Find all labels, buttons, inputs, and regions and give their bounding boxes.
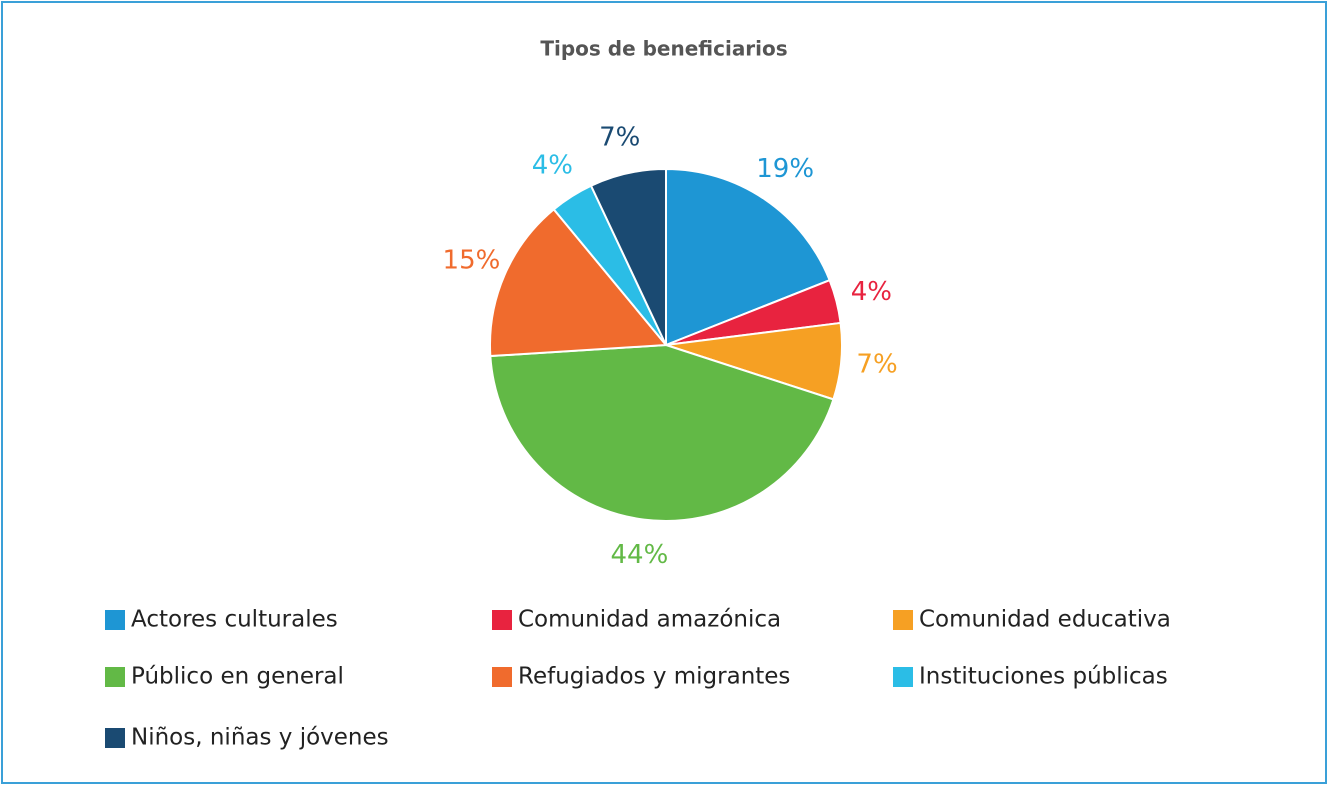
data-label: 7% xyxy=(599,123,640,153)
pie-slice xyxy=(665,167,831,347)
data-label: 4% xyxy=(532,151,573,181)
pie-slice xyxy=(489,343,835,522)
legend-swatch xyxy=(105,728,125,748)
legend-label: Actores culturales xyxy=(131,607,338,633)
legend-swatch xyxy=(105,610,125,630)
legend-label: Refugiados y migrantes xyxy=(518,664,790,690)
data-label: 7% xyxy=(856,349,897,379)
legend-swatch xyxy=(893,610,913,630)
legend-swatch xyxy=(492,610,512,630)
legend-label: Instituciones públicas xyxy=(919,664,1168,690)
data-label: 19% xyxy=(756,154,814,184)
data-label: 15% xyxy=(443,245,501,275)
legend-label: Público en general xyxy=(131,664,344,690)
pie-slice xyxy=(589,167,667,346)
legend-swatch xyxy=(492,667,512,687)
legend-label: Comunidad amazónica xyxy=(518,607,781,633)
data-label: 44% xyxy=(611,540,669,570)
legend-label: Niños, niñas y jóvenes xyxy=(131,725,389,751)
legend-swatch xyxy=(105,667,125,687)
chart-title: Tipos de beneficiarios xyxy=(540,37,787,61)
pie-slice xyxy=(489,207,669,358)
legend-label: Comunidad educativa xyxy=(919,607,1171,633)
data-label: 4% xyxy=(851,277,892,307)
legend-swatch xyxy=(893,667,913,687)
